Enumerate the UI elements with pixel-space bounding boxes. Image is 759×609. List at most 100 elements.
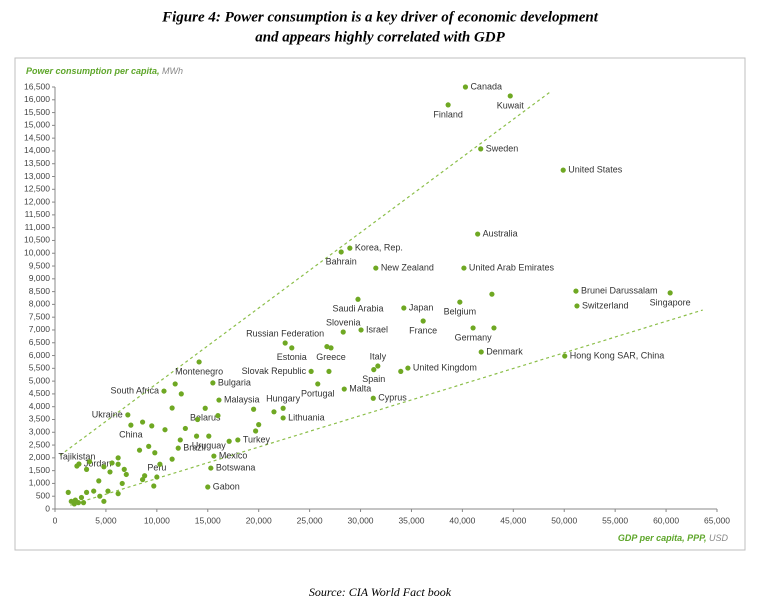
x-tick-label: 50,000 <box>551 515 577 525</box>
point <box>326 368 332 375</box>
point-label: Tajikistan <box>58 451 95 461</box>
point-label: United Kingdom <box>413 362 477 372</box>
x-tick-label: 30,000 <box>348 515 374 525</box>
point-label: Belgium <box>444 306 477 316</box>
point <box>216 397 222 403</box>
point <box>65 489 71 495</box>
point <box>162 427 168 433</box>
point <box>115 461 121 467</box>
y-tick-label: 11,000 <box>25 222 51 232</box>
x-tick-label: 60,000 <box>653 515 679 525</box>
point-label: Mexico <box>219 450 248 460</box>
point <box>405 365 411 371</box>
y-tick-label: 14,000 <box>24 145 50 155</box>
point <box>169 456 175 462</box>
x-axis-label: GDP per capita, PPP, <box>618 533 707 543</box>
y-tick-label: 10,500 <box>24 235 50 245</box>
point <box>457 299 463 305</box>
point-label: Montenegro <box>175 366 223 376</box>
point <box>373 265 379 271</box>
point-label: Saudi Arabia <box>332 304 383 314</box>
point-label: Hungary <box>266 394 301 404</box>
y-tick-label: 2,000 <box>29 452 51 462</box>
y-tick-label: 13,000 <box>24 171 50 181</box>
y-tick-label: 12,000 <box>24 196 50 206</box>
point <box>315 381 321 387</box>
point <box>83 489 90 495</box>
point-label: Gabon <box>213 481 240 491</box>
y-tick-label: 10,000 <box>24 247 50 257</box>
point-label: Hong Kong SAR, China <box>570 350 665 360</box>
x-tick-label: 40,000 <box>449 515 475 525</box>
point <box>507 93 513 99</box>
point-label: Jordan <box>84 458 112 468</box>
point <box>109 460 115 466</box>
point-label: France <box>409 325 437 335</box>
y-tick-label: 8,000 <box>29 299 51 309</box>
point-label: Cyprus <box>378 393 407 403</box>
trend-line <box>70 309 703 506</box>
chart-title: and appears highly correlated with GDP <box>255 29 505 45</box>
point <box>196 359 202 365</box>
source: Source: CIA World Fact book <box>309 585 452 599</box>
y-tick-label: 11,500 <box>25 209 51 219</box>
point <box>470 325 476 331</box>
point <box>491 325 497 331</box>
point <box>211 453 217 459</box>
point-label: Peru <box>147 462 166 472</box>
y-tick-label: 5,000 <box>29 375 51 385</box>
point <box>475 231 481 237</box>
point <box>341 386 347 392</box>
point <box>80 500 87 506</box>
y-tick-label: 5,500 <box>29 363 51 373</box>
point <box>202 405 208 411</box>
x-tick-label: 65,000 <box>704 515 730 525</box>
point-label: Bulgaria <box>218 377 251 387</box>
point <box>105 488 111 494</box>
point <box>560 167 566 173</box>
x-tick-label: 15,000 <box>195 515 221 525</box>
point <box>97 493 103 499</box>
point <box>101 498 107 504</box>
point-label: Korea, Rep. <box>355 243 403 253</box>
x-tick-label: 35,000 <box>398 515 424 525</box>
point-label: Russian Federation <box>246 328 324 338</box>
y-tick-label: 4,000 <box>29 401 51 411</box>
point <box>289 345 295 351</box>
point-label: Japan <box>409 302 434 312</box>
point <box>573 288 579 294</box>
point <box>175 445 181 451</box>
point-label: Malaysia <box>224 394 260 404</box>
x-tick-label: 10,000 <box>144 515 170 525</box>
x-tick-label: 45,000 <box>500 515 526 525</box>
point <box>152 450 158 456</box>
point-label: Malta <box>349 383 371 393</box>
y-tick-label: 1,000 <box>29 478 51 488</box>
point-label: Denmark <box>486 346 523 356</box>
point-label: Finland <box>433 109 463 119</box>
point <box>282 340 288 346</box>
x-tick-label: 25,000 <box>297 515 323 525</box>
point <box>74 463 80 469</box>
point-label: Uruguay <box>192 440 227 450</box>
point <box>193 433 200 439</box>
point <box>149 423 155 429</box>
point <box>489 291 495 297</box>
point <box>667 290 673 296</box>
point <box>215 413 221 419</box>
point-label: Brunei Darussalam <box>581 285 658 295</box>
point <box>125 412 131 418</box>
point <box>358 327 364 333</box>
point <box>151 483 157 489</box>
point-label: Brazil <box>183 443 206 453</box>
point <box>324 343 330 350</box>
point <box>128 422 134 428</box>
point <box>83 466 90 472</box>
point-label: Germany <box>455 332 493 342</box>
point-label: United States <box>568 164 623 174</box>
x-tick-label: 0 <box>53 515 58 525</box>
chart-frame <box>14 57 746 551</box>
point-label: United Arab Emirates <box>469 262 555 272</box>
point <box>355 296 361 302</box>
